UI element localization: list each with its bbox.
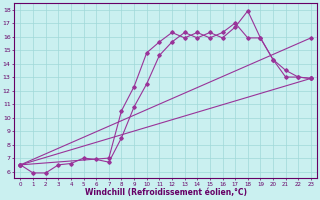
X-axis label: Windchill (Refroidissement éolien,°C): Windchill (Refroidissement éolien,°C) — [85, 188, 247, 197]
